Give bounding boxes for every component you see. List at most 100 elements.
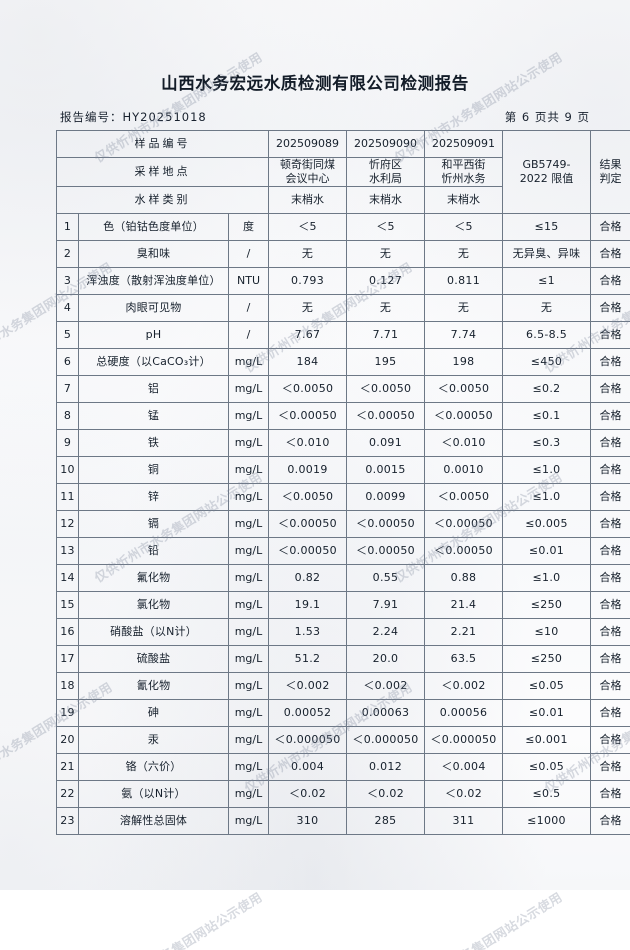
value-sample-1: 0.004	[269, 753, 347, 780]
value-sample-2: 195	[347, 348, 425, 375]
parameter-name: 硫酸盐	[79, 645, 229, 672]
sample-header-2: 忻府区水利局	[347, 158, 425, 187]
result-judgement: 合格	[591, 429, 630, 456]
row-serial-number: 14	[57, 564, 79, 591]
row-serial-number: 4	[57, 294, 79, 321]
standard-limit-value: ≤450	[503, 348, 591, 375]
value-sample-1: 无	[269, 240, 347, 267]
value-sample-2: 0.55	[347, 564, 425, 591]
page-indicator: 第 6 页共 9 页	[505, 109, 590, 125]
report-meta: 报告编号：HY20251018 第 6 页共 9 页	[56, 109, 590, 127]
value-sample-2: 2.24	[347, 618, 425, 645]
sample-header-1: 末梢水	[269, 186, 347, 213]
sample-header-3: 末梢水	[425, 186, 503, 213]
parameter-name: 总硬度（以CaCO₃计）	[79, 348, 229, 375]
value-sample-2: 无	[347, 240, 425, 267]
watermark-text: 仅供忻州市水务集团网站公示使用	[390, 887, 565, 950]
header-row-label: 采样地点	[57, 158, 269, 187]
parameter-name: 镉	[79, 510, 229, 537]
standard-limit-value: ≤1000	[503, 807, 591, 834]
row-serial-number: 5	[57, 321, 79, 348]
standard-limit-value: ≤1.0	[503, 483, 591, 510]
result-judgement: 合格	[591, 456, 630, 483]
standard-limit-value: ≤0.01	[503, 537, 591, 564]
parameter-name: pH	[79, 321, 229, 348]
parameter-unit: mg/L	[229, 807, 269, 834]
parameter-name: 硝酸盐（以N计）	[79, 618, 229, 645]
value-sample-2: 0.012	[347, 753, 425, 780]
value-sample-3: ＜0.00050	[425, 402, 503, 429]
value-sample-3: ＜0.0050	[425, 483, 503, 510]
value-sample-1: ＜0.002	[269, 672, 347, 699]
parameter-unit: mg/L	[229, 753, 269, 780]
value-sample-3: 0.88	[425, 564, 503, 591]
value-sample-1: 0.793	[269, 267, 347, 294]
value-sample-1: 无	[269, 294, 347, 321]
parameter-name: 臭和味	[79, 240, 229, 267]
value-sample-3: ＜0.00050	[425, 510, 503, 537]
parameter-name: 铜	[79, 456, 229, 483]
row-serial-number: 11	[57, 483, 79, 510]
value-sample-1: 310	[269, 807, 347, 834]
standard-limit-value: ≤15	[503, 213, 591, 240]
result-judgement: 合格	[591, 753, 630, 780]
result-judgement: 合格	[591, 294, 630, 321]
row-serial-number: 21	[57, 753, 79, 780]
sample-header-2: 202509090	[347, 131, 425, 158]
standard-limit-value: ≤0.01	[503, 699, 591, 726]
value-sample-2: 0.00063	[347, 699, 425, 726]
report-content: 山西水务宏远水质检测有限公司检测报告 报告编号：HY20251018 第 6 页…	[0, 0, 630, 890]
parameter-unit: mg/L	[229, 375, 269, 402]
parameter-name: 氟化物	[79, 564, 229, 591]
value-sample-3: 21.4	[425, 591, 503, 618]
value-sample-3: ＜0.02	[425, 780, 503, 807]
value-sample-3: ＜0.010	[425, 429, 503, 456]
row-serial-number: 8	[57, 402, 79, 429]
parameter-unit: mg/L	[229, 456, 269, 483]
value-sample-2: 285	[347, 807, 425, 834]
parameter-unit: mg/L	[229, 726, 269, 753]
parameter-name: 锌	[79, 483, 229, 510]
value-sample-2: 7.71	[347, 321, 425, 348]
result-judgement: 合格	[591, 402, 630, 429]
row-serial-number: 20	[57, 726, 79, 753]
row-serial-number: 7	[57, 375, 79, 402]
parameter-unit: /	[229, 240, 269, 267]
result-judgement: 合格	[591, 510, 630, 537]
result-judgement: 合格	[591, 213, 630, 240]
value-sample-2: 无	[347, 294, 425, 321]
result-judgement: 合格	[591, 645, 630, 672]
standard-limit-value: ≤0.005	[503, 510, 591, 537]
value-sample-2: 0.0015	[347, 456, 425, 483]
value-sample-1: ＜0.0050	[269, 483, 347, 510]
value-sample-3: ＜0.004	[425, 753, 503, 780]
value-sample-1: ＜0.02	[269, 780, 347, 807]
parameter-unit: NTU	[229, 267, 269, 294]
standard-limit-header: GB5749-2022 限值	[503, 131, 591, 214]
sample-header-1: 202509089	[269, 131, 347, 158]
value-sample-1: ＜0.00050	[269, 402, 347, 429]
standard-limit-value: 无异臭、异味	[503, 240, 591, 267]
parameter-name: 铝	[79, 375, 229, 402]
standard-limit-value: ≤1	[503, 267, 591, 294]
value-sample-1: ＜0.010	[269, 429, 347, 456]
parameter-unit: mg/L	[229, 780, 269, 807]
report-number: 报告编号：HY20251018	[60, 109, 207, 125]
value-sample-3: ＜0.000050	[425, 726, 503, 753]
parameter-unit: 度	[229, 213, 269, 240]
parameter-unit: /	[229, 321, 269, 348]
result-judgement: 合格	[591, 483, 630, 510]
value-sample-2: 20.0	[347, 645, 425, 672]
parameter-name: 肉眼可见物	[79, 294, 229, 321]
parameter-name: 氰化物	[79, 672, 229, 699]
value-sample-2: ＜5	[347, 213, 425, 240]
